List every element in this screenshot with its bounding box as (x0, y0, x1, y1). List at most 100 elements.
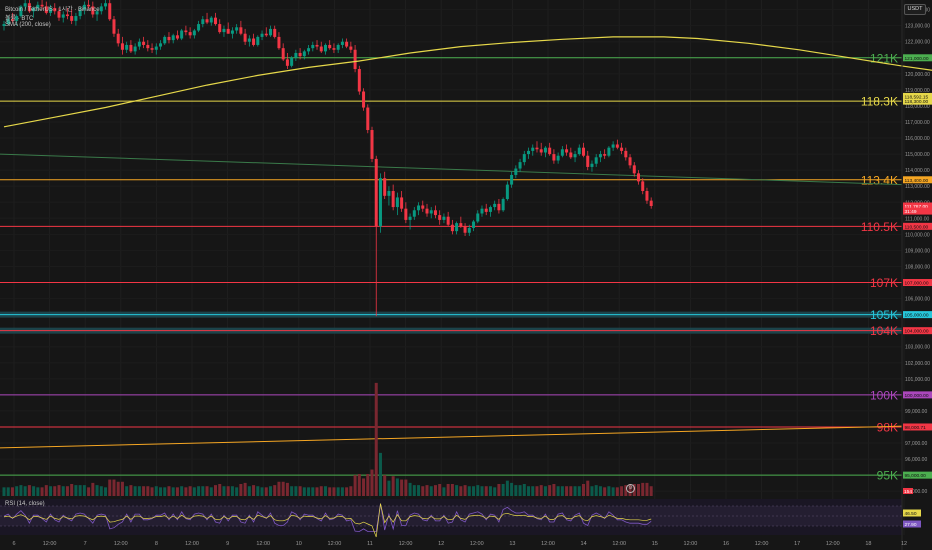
candle-body (590, 163, 594, 167)
volume-bar (565, 486, 569, 496)
sma-legend[interactable]: SMA (200, close) (5, 22, 51, 28)
candle-body (336, 44, 340, 50)
time-tick-label: 11 (367, 541, 373, 547)
candle-body (49, 8, 53, 13)
volume-bar (560, 486, 564, 496)
volume-bar (548, 485, 552, 496)
volume-bar (569, 486, 573, 496)
volume-bar (590, 486, 594, 496)
candle-body (552, 154, 556, 161)
volume-bar (120, 481, 124, 496)
candle-body (294, 52, 298, 58)
candle-body (539, 149, 543, 153)
candle-body (268, 28, 272, 36)
volume-bar (484, 486, 488, 496)
candle-body (404, 208, 408, 220)
volume-bar (112, 479, 116, 496)
candle-body (598, 154, 602, 158)
level-label: 104K (870, 324, 898, 338)
price-tag-bg (903, 423, 932, 431)
time-axis[interactable]: 6 12:00 7 12:00 8 12:00 9 12:00 10 12:00 11 12:00 12… (12, 541, 907, 547)
candle-body (226, 28, 230, 34)
price-tick-label: 94,000.00 (905, 489, 927, 495)
candle-body (256, 36, 260, 45)
candle-body (408, 216, 412, 220)
volume-bar (518, 485, 522, 496)
volume-bar (27, 485, 31, 496)
volume-bar (366, 474, 370, 496)
volume-bar (362, 478, 366, 496)
candle-body (328, 44, 332, 49)
price-tick-label: 111,000.00 (905, 216, 930, 222)
candle-body (142, 41, 146, 45)
volume-bar (239, 484, 243, 496)
candle-body (197, 24, 201, 31)
volume-bar (455, 485, 459, 496)
volume-bar (133, 486, 137, 496)
symbol-title[interactable]: Bitcoin / TetherUS · 1시간 · Binance (5, 7, 100, 13)
candle-body (450, 224, 454, 232)
currency-button[interactable]: USDT (904, 4, 926, 15)
volume-bar (323, 486, 327, 496)
sma-line (3, 36, 932, 128)
volume-bar (167, 486, 171, 496)
candle-body (61, 14, 65, 18)
price-tag-label: 113,400.00 (905, 178, 929, 184)
time-tick-label: 12:00 (185, 541, 199, 547)
candle-body (281, 48, 285, 60)
time-tick-label: 14 (581, 541, 587, 547)
candle-body (192, 30, 196, 36)
volume-bar (535, 486, 539, 496)
candle-body (480, 208, 484, 214)
rsi-legend[interactable]: RSI (14, close) (5, 501, 45, 507)
time-tick-label: 18 (865, 541, 871, 547)
candle-body (319, 46, 323, 52)
price-tag-bg (903, 176, 932, 184)
volume-bar (332, 487, 336, 496)
volume-bar (315, 487, 319, 496)
gear-icon[interactable]: ⚙ (626, 484, 635, 493)
candle-body (99, 6, 103, 12)
volume-bar (57, 485, 61, 496)
candle-body (615, 144, 619, 148)
volume-bar (201, 486, 205, 496)
candle-body (154, 46, 158, 50)
time-tick-label: 12:00 (826, 541, 840, 547)
candle-body (374, 158, 378, 227)
candle-body (6, 19, 10, 25)
candle-body (391, 191, 395, 208)
candle-body (70, 16, 74, 21)
volume-bar (353, 475, 357, 496)
volume-bar (23, 486, 27, 496)
volume-bar (15, 486, 19, 496)
volume-bar (480, 486, 484, 496)
volume-bar (235, 487, 239, 496)
volume-bar (175, 487, 179, 496)
volume-bar (459, 486, 463, 496)
price-tick-label: 96,000.00 (905, 457, 927, 463)
volume-legend[interactable]: 볼륨 · BTC (5, 16, 34, 22)
candle-body (438, 215, 442, 220)
candle-body (137, 41, 141, 47)
volume-bar (539, 485, 543, 496)
volume-bar (277, 481, 281, 496)
volume-bar (425, 485, 429, 496)
volume-bar (442, 487, 446, 496)
price-tag-label: 118,592.15 (905, 94, 929, 100)
volume-bar (273, 485, 277, 496)
candle-body (607, 147, 611, 156)
candle-body (594, 157, 598, 164)
price-tick-label: 117,000.00 (905, 120, 930, 126)
volume-bar (285, 482, 289, 496)
candle-body (459, 223, 463, 227)
volume-bar (438, 484, 442, 496)
volume-bar (268, 486, 272, 496)
candle-body (332, 48, 336, 50)
candle-body (285, 59, 289, 66)
candle-body (323, 44, 327, 52)
level-label: 118.3K (861, 95, 898, 109)
candle-body (620, 147, 624, 151)
volume-bar (319, 486, 323, 496)
candle-body (188, 32, 192, 36)
